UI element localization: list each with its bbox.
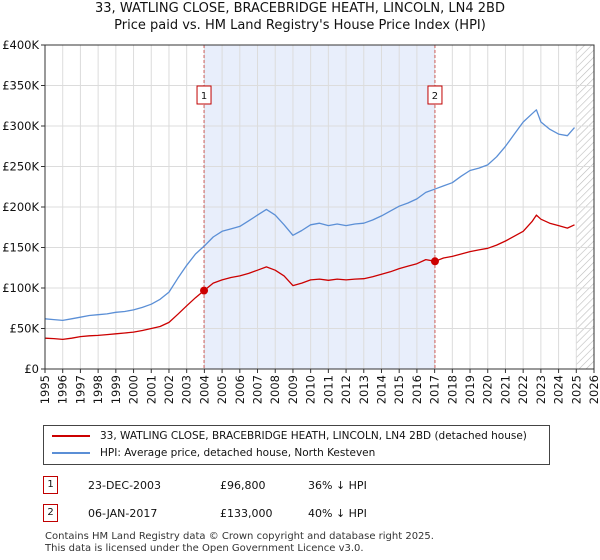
- y-tick-label: £250K: [2, 160, 39, 174]
- sale-date: 23-DEC-2003: [88, 479, 162, 492]
- legend-label-property: 33, WATLING CLOSE, BRACEBRIDGE HEATH, LI…: [100, 430, 527, 442]
- x-tick-label: 2025: [569, 375, 583, 404]
- x-tick-label: 1998: [91, 375, 105, 404]
- x-tick-label: 2009: [286, 375, 300, 404]
- chart-subtitle: Price paid vs. HM Land Registry's House …: [114, 18, 486, 33]
- y-tick-label: £50K: [10, 322, 40, 336]
- hpi-series-line: [44, 109, 575, 322]
- sale-marker-box: [427, 85, 443, 105]
- x-tick-label: 2002: [162, 375, 176, 404]
- y-tick-label: £300K: [2, 119, 39, 133]
- footer-license: This data is licensed under the Open Gov…: [45, 543, 364, 554]
- x-tick-label: 2016: [410, 375, 424, 404]
- sale-date: 06-JAN-2017: [88, 507, 158, 520]
- legend-swatch-hpi: [52, 452, 90, 454]
- sale-marker-text: 1: [201, 91, 207, 102]
- y-tick-label: £0: [24, 362, 39, 376]
- legend-item-property: 33, WATLING CLOSE, BRACEBRIDGE HEATH, LI…: [52, 428, 527, 444]
- x-tick-label: 2023: [534, 375, 548, 404]
- x-tick-label: 2014: [374, 375, 388, 404]
- x-tick-label: 2021: [498, 375, 512, 404]
- x-tick-label: 1997: [73, 375, 87, 404]
- y-tick-label: £100K: [2, 281, 39, 295]
- sale-price: £133,000: [220, 507, 273, 520]
- x-tick-label: 2017: [428, 375, 442, 404]
- footer-copyright: Contains HM Land Registry data © Crown c…: [45, 531, 434, 542]
- x-tick-label: 2019: [463, 375, 477, 404]
- price-chart: 1 2 £0 £50K £100K £150K £200K £250K £300K £350K £4…: [2, 38, 600, 404]
- x-tick-label: 1995: [38, 375, 52, 404]
- x-tick-label: 2003: [180, 375, 194, 404]
- x-tick-label: 1996: [56, 375, 70, 404]
- sale-marker-label: 1: [196, 85, 212, 105]
- sale-hpi-diff: 36% ↓ HPI: [308, 479, 367, 492]
- chart-title: 33, WATLING CLOSE, BRACEBRIDGE HEATH, LI…: [95, 1, 505, 16]
- x-tick-label: 1999: [109, 375, 123, 404]
- legend-item-hpi: HPI: Average price, detached house, Nort…: [52, 445, 375, 461]
- sale-marker: 1: [43, 476, 58, 494]
- x-tick-label: 2011: [321, 375, 335, 404]
- y-tick-label: £400K: [2, 38, 39, 52]
- sale-point: [200, 286, 209, 295]
- x-tick-label: 2001: [144, 375, 158, 404]
- x-tick-label: 2004: [197, 375, 211, 404]
- x-tick-label: 2018: [445, 375, 459, 404]
- x-tick-label: 2024: [552, 375, 566, 404]
- sale-marker-text: 2: [432, 91, 438, 102]
- x-tick-label: 2010: [304, 375, 318, 404]
- sale-price: £96,800: [220, 479, 266, 492]
- x-tick-label: 2013: [357, 375, 371, 404]
- y-tick-label: £150K: [2, 241, 39, 255]
- x-tick-label: 2006: [233, 375, 247, 404]
- x-tick-label: 2022: [516, 375, 530, 404]
- legend-swatch-property: [52, 435, 90, 437]
- x-tick-label: 2015: [392, 375, 406, 404]
- property-series-line: [44, 214, 575, 341]
- sale-hpi-diff: 40% ↓ HPI: [308, 507, 367, 520]
- y-tick-label: £200K: [2, 200, 39, 214]
- y-tick-label: £350K: [2, 79, 39, 93]
- x-tick-label: 2008: [268, 375, 282, 404]
- sale-point: [430, 257, 439, 266]
- x-tick-label: 2007: [251, 375, 265, 404]
- x-tick-label: 2026: [587, 375, 600, 404]
- sale-marker-box: [196, 85, 212, 105]
- legend-label-hpi: HPI: Average price, detached house, Nort…: [100, 447, 376, 459]
- sale-marker-label: 2: [427, 85, 443, 105]
- x-tick-label: 2000: [127, 375, 141, 404]
- x-tick-label: 2020: [481, 375, 495, 404]
- x-tick-label: 2005: [215, 375, 229, 404]
- legend: 33, WATLING CLOSE, BRACEBRIDGE HEATH, LI…: [43, 425, 550, 465]
- sale-marker: 2: [43, 504, 58, 522]
- x-tick-label: 2012: [339, 375, 353, 404]
